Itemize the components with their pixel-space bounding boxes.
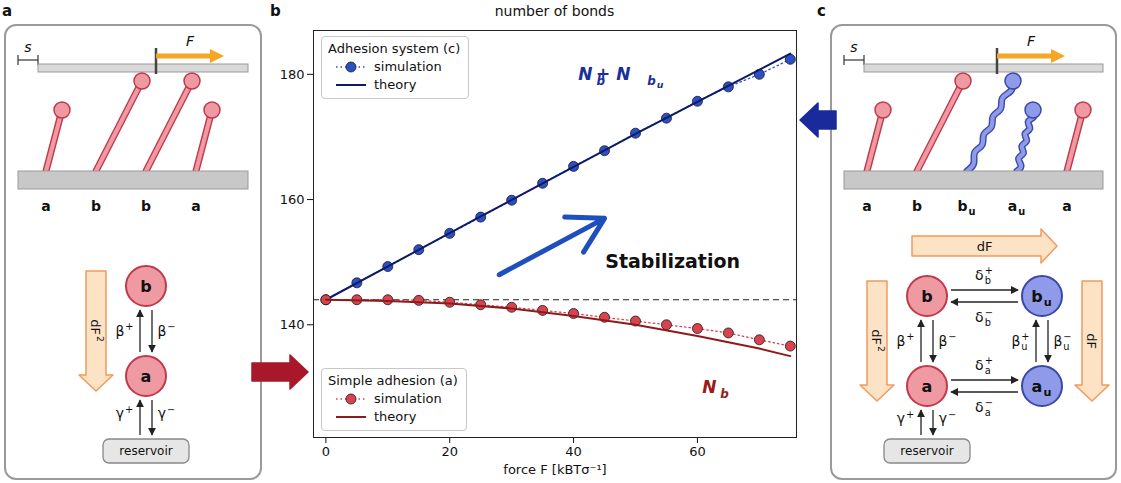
- svg-text:u: u: [657, 79, 664, 90]
- svg-text:u: u: [1043, 386, 1051, 399]
- svg-text:β: β: [1053, 333, 1062, 349]
- svg-text:β: β: [938, 333, 947, 349]
- svg-text:+: +: [125, 404, 133, 415]
- svg-text:20: 20: [441, 444, 458, 459]
- svg-text:+ N: + N: [590, 64, 630, 84]
- svg-text:F: F: [1027, 33, 1036, 49]
- svg-text:a: a: [1062, 198, 1071, 214]
- svg-text:γ: γ: [158, 405, 166, 421]
- svg-text:140: 140: [280, 317, 305, 332]
- svg-text:b: b: [720, 387, 729, 401]
- svg-text:γ: γ: [897, 410, 905, 426]
- svg-text:+: +: [906, 409, 914, 420]
- svg-text:b: b: [1031, 287, 1042, 306]
- svg-text:160: 160: [280, 192, 305, 207]
- svg-text:γ: γ: [116, 405, 124, 421]
- svg-text:s: s: [24, 39, 31, 55]
- svg-text:b: b: [912, 198, 922, 214]
- svg-text:u: u: [1063, 341, 1069, 352]
- svg-text:b: b: [921, 287, 932, 306]
- svg-text:0: 0: [322, 444, 330, 459]
- svg-text:40: 40: [565, 444, 582, 459]
- svg-text:u: u: [1021, 341, 1027, 352]
- svg-text:β: β: [1011, 333, 1020, 349]
- svg-text:a: a: [1032, 377, 1043, 396]
- svg-text:60: 60: [689, 444, 706, 459]
- svg-text:−: −: [948, 409, 956, 420]
- svg-text:u: u: [969, 206, 976, 217]
- svg-text:180: 180: [280, 66, 305, 81]
- svg-text:−: −: [167, 404, 175, 415]
- svg-text:−: −: [167, 321, 175, 332]
- svg-text:b: b: [141, 198, 151, 214]
- svg-text:b: b: [957, 198, 967, 214]
- svg-text:2: 2: [95, 336, 105, 342]
- svg-text:dF: dF: [977, 239, 993, 254]
- svg-text:a: a: [141, 367, 152, 386]
- svg-text:b: b: [985, 317, 991, 328]
- svg-text:β: β: [115, 323, 124, 339]
- svg-text:F: F: [186, 33, 195, 49]
- svg-text:+: +: [125, 321, 133, 332]
- svg-text:δ: δ: [975, 309, 984, 325]
- svg-text:a: a: [985, 365, 991, 376]
- svg-text:force F [kBTσ⁻¹]: force F [kBTσ⁻¹]: [503, 462, 606, 477]
- svg-text:Stabilization: Stabilization: [605, 250, 740, 272]
- svg-text:N: N: [702, 377, 716, 397]
- svg-text:+: +: [906, 331, 914, 342]
- svg-text:b: b: [91, 198, 101, 214]
- svg-text:dF: dF: [1084, 333, 1099, 349]
- svg-text:a: a: [41, 198, 50, 214]
- svg-text:δ: δ: [975, 399, 984, 415]
- svg-text:β: β: [896, 333, 905, 349]
- svg-text:b: b: [985, 275, 991, 286]
- svg-text:dF: dF: [88, 319, 103, 335]
- svg-text:s: s: [850, 39, 857, 55]
- svg-text:reservoir: reservoir: [119, 444, 172, 458]
- svg-text:a: a: [1008, 198, 1017, 214]
- svg-text:dF: dF: [869, 329, 884, 345]
- svg-text:β: β: [157, 323, 166, 339]
- svg-text:a: a: [862, 198, 871, 214]
- svg-text:2: 2: [876, 346, 886, 352]
- svg-text:b: b: [647, 74, 656, 88]
- svg-text:γ: γ: [939, 410, 947, 426]
- svg-text:a: a: [985, 407, 991, 418]
- svg-text:b: b: [140, 277, 151, 296]
- svg-text:reservoir: reservoir: [900, 444, 953, 458]
- svg-text:a: a: [922, 377, 933, 396]
- svg-text:δ: δ: [975, 357, 984, 373]
- svg-text:u: u: [1044, 296, 1052, 309]
- svg-text:u: u: [1018, 206, 1025, 217]
- svg-text:−: −: [948, 331, 956, 342]
- svg-text:a: a: [191, 198, 200, 214]
- svg-text:δ: δ: [975, 267, 984, 283]
